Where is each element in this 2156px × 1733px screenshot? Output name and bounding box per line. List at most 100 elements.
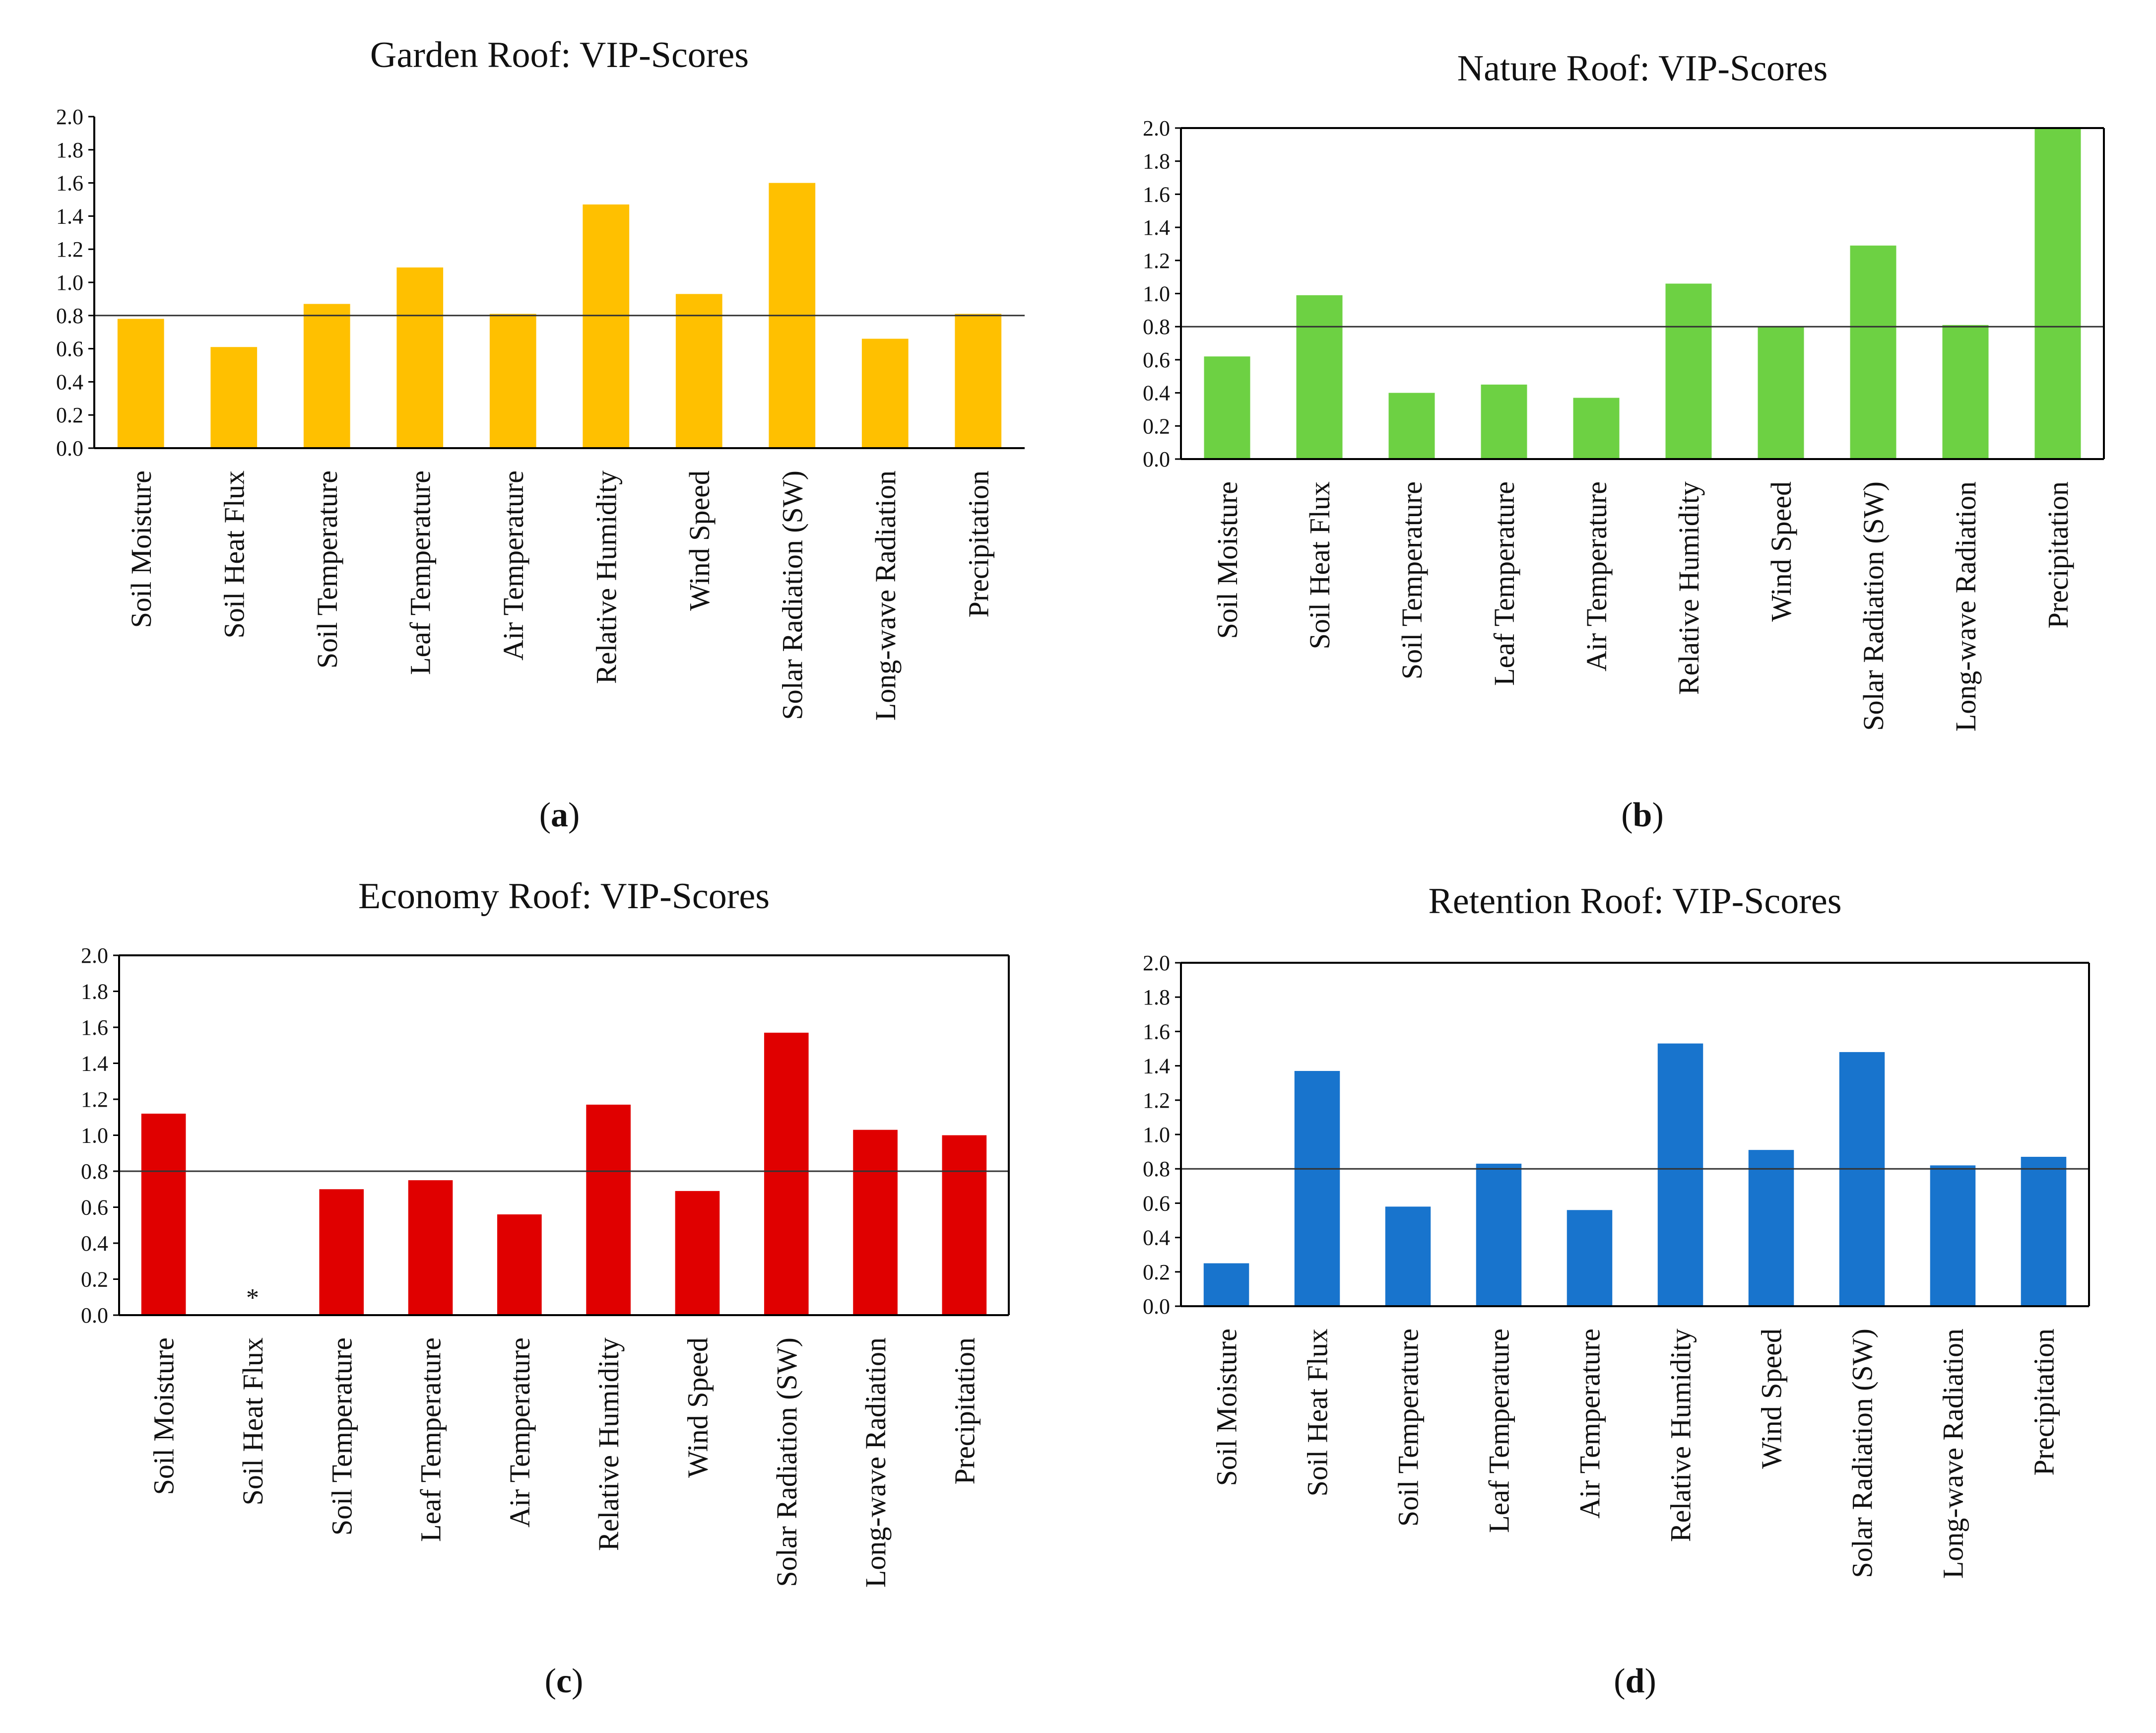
bar-8 [1850, 245, 1896, 459]
y-tick-label: 0.2 [56, 403, 83, 427]
bar-6 [586, 1104, 631, 1315]
y-tick-label: 0.2 [1143, 1260, 1170, 1284]
x-category-label: Precipitation [962, 470, 994, 617]
x-category-label: Precipitation [2042, 481, 2074, 628]
bar-8 [764, 1032, 809, 1315]
y-tick-label: 1.4 [81, 1052, 108, 1076]
bar-2 [1294, 1070, 1340, 1306]
y-tick-label: 0.8 [1143, 315, 1170, 339]
bar-7 [1748, 1150, 1794, 1306]
x-category-label: Soil Heat Flux [218, 470, 250, 638]
chart-panel-4: Retention Roof: VIP-Scores 0.0 0.2 0.4 0.6 0.… [1143, 881, 2090, 1700]
y-tick-label: 1.0 [1143, 1123, 1170, 1147]
x-category-label: Solar Radiation (SW) [1846, 1329, 1879, 1578]
bar-5 [497, 1214, 542, 1315]
y-tick-label: 0.2 [81, 1267, 108, 1292]
x-category-label: Long-wave Radiation [1950, 481, 1982, 732]
panel-caption: (b) [1621, 796, 1664, 834]
y-tick-label: 0.6 [1143, 1191, 1170, 1215]
bar-7 [675, 1191, 720, 1315]
bar-10 [955, 314, 1002, 448]
x-category-label: Soil Heat Flux [237, 1337, 269, 1505]
y-tick-label: 1.8 [1143, 149, 1170, 174]
chart-panel-3: Economy Roof: VIP-Scores 0.0 0.2 0.4 0.6 0.8 1… [81, 876, 1010, 1700]
x-category-label: Long-wave Radiation [1937, 1329, 1969, 1579]
annotation-marker: * [246, 1284, 259, 1312]
bar-4 [1476, 1163, 1522, 1306]
x-category-label: Air Temperature [1580, 481, 1613, 671]
y-tick-label: 1.2 [81, 1087, 108, 1112]
x-category-label: Soil Moisture [125, 470, 157, 628]
y-tick-label: 0.8 [1143, 1157, 1170, 1181]
y-tick-label: 2.0 [81, 943, 108, 968]
x-category-label: Air Temperature [1574, 1329, 1606, 1519]
y-tick-label: 2.0 [1143, 116, 1170, 140]
bar-3 [1388, 393, 1435, 459]
bar-6 [1665, 283, 1712, 459]
x-category-label: Precipitation [2028, 1329, 2060, 1475]
y-tick-label: 1.0 [81, 1124, 108, 1148]
bar-6 [583, 204, 630, 448]
panel-caption: (a) [539, 796, 580, 834]
x-category-label: Solar Radiation (SW) [771, 1337, 803, 1587]
x-category-label: Precipitation [948, 1337, 980, 1484]
panel-caption: (d) [1614, 1662, 1656, 1700]
bar-4 [408, 1180, 453, 1315]
y-tick-label: 1.0 [56, 270, 83, 295]
bar-6 [1657, 1043, 1703, 1306]
y-tick-label: 1.4 [1143, 215, 1170, 240]
x-category-label: Leaf Temperature [415, 1337, 447, 1542]
y-tick-label: 0.6 [1143, 348, 1170, 372]
y-tick-label: 0.8 [56, 304, 83, 328]
y-tick-label: 0.4 [56, 370, 83, 394]
y-tick-label: 1.2 [1143, 249, 1170, 273]
bar-1 [141, 1114, 186, 1315]
bar-4 [1481, 384, 1527, 459]
y-tick-label: 0.8 [81, 1159, 108, 1184]
bar-1 [1203, 1263, 1249, 1306]
y-tick-label: 2.0 [1143, 951, 1170, 975]
bar-9 [1942, 325, 1989, 459]
y-tick-label: 1.2 [56, 237, 83, 262]
y-tick-label: 0.6 [56, 337, 83, 361]
y-tick-label: 1.8 [1143, 985, 1170, 1009]
x-category-label: Wind Speed [1765, 481, 1797, 622]
y-tick-label: 1.6 [1143, 182, 1170, 206]
y-tick-label: 2.0 [56, 105, 83, 129]
bar-10 [2021, 1156, 2067, 1306]
y-tick-label: 1.4 [1143, 1054, 1170, 1078]
bar-4 [396, 267, 444, 448]
x-category-label: Soil Temperature [311, 470, 343, 668]
x-category-label: Air Temperature [497, 470, 529, 661]
x-category-label: Soil Temperature [1392, 1329, 1425, 1527]
chart-panel-2: Nature Roof: VIP-Scores 0.0 0.2 0.4 0.6 0.8 1.… [1143, 48, 2105, 834]
bar-10 [942, 1135, 987, 1315]
bar-5 [1567, 1210, 1613, 1306]
bar-1 [1204, 356, 1250, 459]
bar-2 [1296, 295, 1343, 459]
bar-5 [1573, 398, 1620, 459]
x-category-label: Soil Moisture [1211, 481, 1243, 639]
y-tick-label: 0.0 [1143, 1294, 1170, 1319]
bar-9 [853, 1130, 898, 1315]
x-category-label: Wind Speed [1756, 1329, 1788, 1469]
x-category-label: Leaf Temperature [1488, 481, 1520, 686]
y-tick-label: 0.6 [81, 1196, 108, 1220]
x-category-label: Solar Radiation (SW) [776, 470, 808, 720]
bar-7 [1758, 327, 1804, 459]
y-tick-label: 1.8 [56, 138, 83, 162]
x-category-label: Relative Humidity [1665, 1329, 1697, 1542]
x-category-label: Long-wave Radiation [869, 470, 902, 721]
y-tick-label: 0.0 [1143, 447, 1170, 471]
bar-9 [1930, 1165, 1976, 1306]
x-category-label: Relative Humidity [1673, 481, 1705, 695]
chart-title: Economy Roof: VIP-Scores [358, 876, 770, 917]
y-tick-label: 1.6 [81, 1015, 108, 1040]
panel-caption: (c) [545, 1662, 584, 1700]
x-category-label: Soil Heat Flux [1302, 1329, 1334, 1496]
y-tick-label: 0.0 [81, 1303, 108, 1328]
bar-10 [2034, 128, 2081, 459]
x-category-label: Air Temperature [504, 1337, 536, 1528]
bar-3 [303, 304, 350, 448]
